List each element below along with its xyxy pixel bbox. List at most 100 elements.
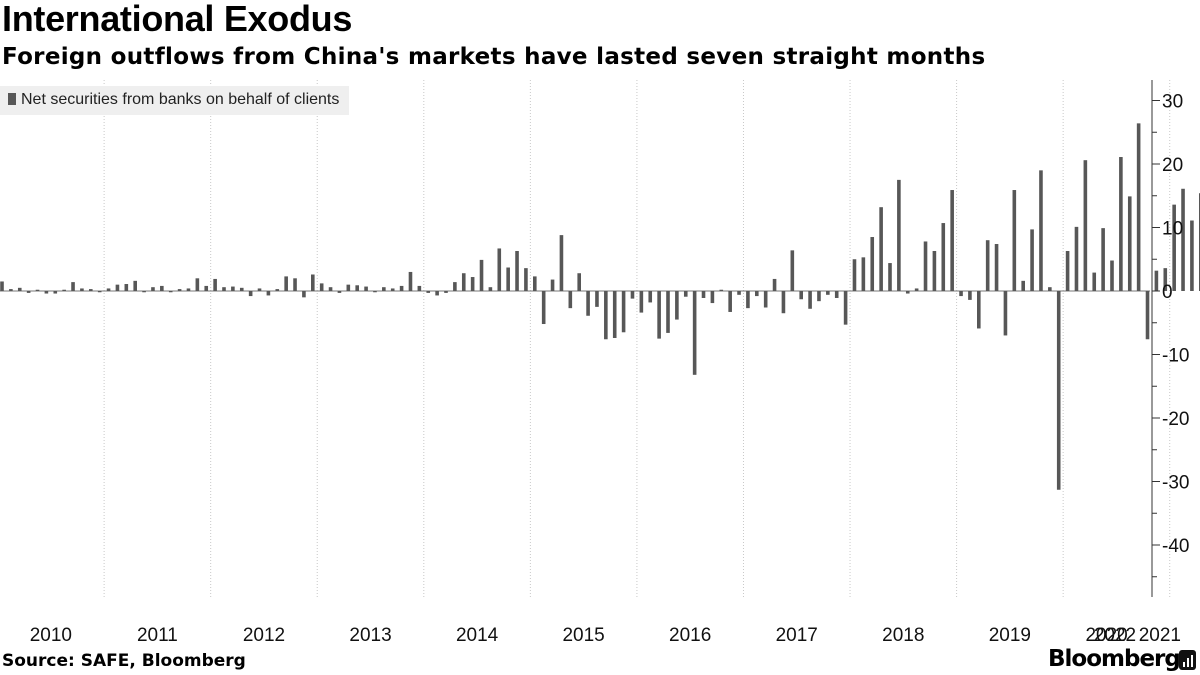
bar — [799, 291, 803, 300]
bar — [497, 248, 502, 291]
bar — [746, 291, 750, 309]
bar — [968, 291, 972, 300]
bar — [977, 291, 981, 329]
bar — [1083, 160, 1088, 291]
bar — [923, 241, 928, 291]
bar — [275, 289, 280, 291]
gridlines — [0, 80, 1171, 597]
bar — [1136, 123, 1141, 291]
bar — [1181, 188, 1185, 291]
bar — [1110, 260, 1114, 291]
x-tick-label: 2018 — [882, 625, 924, 646]
bar — [683, 291, 688, 297]
bar — [781, 291, 786, 314]
y-tick-label: -30 — [1162, 473, 1189, 494]
bar — [461, 273, 466, 291]
bar — [355, 285, 359, 291]
y-tick-label: 10 — [1162, 219, 1183, 240]
bar — [89, 289, 93, 291]
bar — [888, 263, 892, 291]
x-tick-label: 2019 — [989, 625, 1031, 646]
bar — [710, 291, 715, 304]
x-tick-label: 2010 — [30, 625, 72, 646]
bar — [728, 291, 732, 312]
bloomberg-terminal-icon — [1179, 650, 1196, 670]
bar — [541, 291, 546, 325]
bar — [1145, 291, 1150, 340]
legend-swatch — [8, 93, 16, 105]
y-tick-label: 30 — [1162, 92, 1183, 113]
legend-label: Net securities from banks on behalf of c… — [21, 91, 340, 108]
bar — [1074, 226, 1079, 291]
bar — [577, 273, 581, 291]
bar — [435, 291, 439, 296]
bar — [879, 207, 883, 291]
bar — [595, 291, 599, 307]
x-tick-label: 2017 — [776, 625, 818, 646]
bar — [533, 276, 537, 291]
bar — [914, 288, 919, 291]
bar — [1048, 287, 1052, 291]
bar — [1021, 280, 1025, 291]
bar — [506, 267, 510, 291]
bar — [346, 284, 351, 291]
bar — [53, 291, 58, 294]
bar — [808, 291, 812, 309]
bar — [1101, 228, 1105, 291]
bloomberg-logo: Bloomberg — [1048, 646, 1181, 672]
bar — [852, 259, 857, 291]
bar — [71, 282, 75, 291]
y-axis: 30 20 10 0 -10 -20 -30 -40 — [1151, 80, 1189, 597]
bar — [142, 291, 146, 293]
bar — [328, 287, 333, 291]
bar — [399, 285, 404, 291]
bar — [373, 291, 377, 293]
x-tick-label: 2014 — [456, 625, 499, 646]
bar — [364, 286, 368, 291]
bar — [630, 291, 635, 299]
bar — [763, 291, 768, 308]
bar — [453, 282, 457, 291]
bar — [737, 291, 741, 295]
bar — [382, 287, 386, 291]
x-tick-label: 2012 — [243, 625, 285, 646]
bar — [692, 291, 697, 375]
bar — [1003, 291, 1008, 336]
bar — [80, 288, 84, 291]
y-tick-label: 20 — [1162, 155, 1183, 176]
bar — [62, 289, 66, 291]
x-tick-label: 2022 — [1094, 625, 1136, 646]
bar — [1012, 190, 1017, 291]
bar — [515, 250, 519, 291]
bar — [337, 291, 342, 293]
bar — [612, 291, 617, 338]
bar — [257, 288, 262, 291]
bar — [950, 190, 954, 291]
chart-title: International Exodus — [2, 0, 353, 39]
bar — [168, 291, 173, 293]
bar — [9, 289, 13, 291]
bar — [666, 291, 670, 333]
bar — [817, 291, 821, 302]
bar — [222, 287, 226, 291]
bars — [0, 123, 1200, 490]
bar — [1092, 272, 1097, 291]
bar — [985, 240, 990, 291]
y-tick-label: 0 — [1162, 282, 1173, 303]
bar — [302, 291, 306, 298]
bar — [426, 291, 431, 293]
bar — [479, 259, 484, 291]
bar — [44, 291, 49, 294]
bar — [790, 250, 795, 291]
bar — [604, 291, 608, 340]
bar — [772, 278, 777, 291]
bar — [843, 291, 848, 325]
bar — [1056, 291, 1061, 490]
x-tick-label: 2016 — [669, 625, 711, 646]
bar — [550, 279, 555, 291]
bar — [905, 291, 910, 294]
bar — [657, 291, 661, 339]
x-axis: 2010 2011 2012 2013 2014 2015 2016 2017 2018 2019… — [30, 625, 1181, 646]
bar — [1163, 268, 1168, 291]
